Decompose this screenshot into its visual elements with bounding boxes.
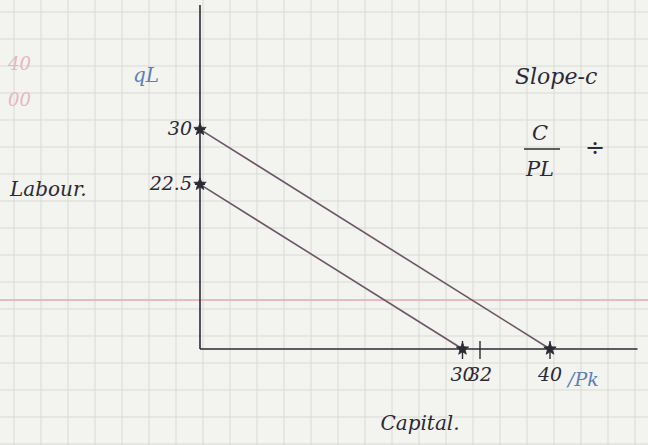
paper-line bbox=[338, 0, 339, 445]
fraction-bar bbox=[524, 148, 560, 149]
annotation: ÷ bbox=[585, 134, 605, 162]
y-axis-title: Labour. bbox=[9, 177, 87, 201]
annotation: /Pk bbox=[566, 368, 599, 390]
annotation: 40 bbox=[7, 53, 31, 74]
paper-line bbox=[500, 0, 501, 445]
paper-line bbox=[257, 0, 258, 445]
paper-line bbox=[95, 0, 96, 445]
paper-line bbox=[41, 0, 42, 445]
paper-line bbox=[635, 0, 636, 445]
series-group bbox=[194, 123, 556, 354]
paper-margin-line bbox=[0, 299, 648, 301]
annotation: Slope-c bbox=[515, 64, 597, 89]
x-tick-label: 32 bbox=[468, 363, 492, 385]
paper-line bbox=[608, 0, 609, 445]
paper bbox=[0, 0, 648, 445]
paper-line bbox=[419, 0, 420, 445]
paper-line bbox=[203, 0, 204, 445]
paper-line bbox=[0, 444, 648, 445]
paper-line bbox=[176, 0, 177, 445]
y-tick-label: 30 bbox=[168, 117, 192, 139]
paper-line bbox=[284, 0, 285, 445]
annotation: 00 bbox=[8, 89, 31, 110]
paper-line bbox=[311, 0, 312, 445]
paper-line bbox=[122, 0, 123, 445]
paper-line bbox=[0, 12, 648, 13]
paper-line bbox=[365, 0, 366, 445]
paper-line bbox=[0, 390, 648, 391]
isocost-line bbox=[200, 184, 463, 349]
paper-line bbox=[0, 309, 648, 310]
paper-line bbox=[68, 0, 69, 445]
annotation: qL bbox=[133, 63, 159, 87]
y-tick-label: 22.5 bbox=[149, 172, 192, 194]
paper-line bbox=[230, 0, 231, 445]
x-tick-label: 40 bbox=[537, 363, 562, 385]
paper-line bbox=[0, 228, 648, 229]
star-marker bbox=[194, 123, 206, 135]
graph-paper bbox=[0, 0, 648, 445]
annotation: C bbox=[532, 121, 548, 145]
paper-line bbox=[0, 120, 648, 121]
paper-line bbox=[392, 0, 393, 445]
x-axis bbox=[200, 348, 638, 350]
paper-line bbox=[0, 417, 648, 418]
isocost-line bbox=[200, 129, 550, 349]
x-axis-title: Capital. bbox=[380, 411, 459, 435]
chart: 30324022.530Labour.Capital.qLSlope-cCPL÷… bbox=[0, 0, 648, 445]
paper-line bbox=[0, 201, 648, 202]
paper-line bbox=[0, 147, 648, 148]
paper-line bbox=[0, 93, 648, 94]
star-marker bbox=[194, 178, 206, 190]
star-marker bbox=[544, 343, 556, 355]
annotation: PL bbox=[525, 157, 554, 181]
paper-line bbox=[446, 0, 447, 445]
paper-line bbox=[0, 282, 648, 283]
paper-line bbox=[0, 39, 648, 40]
paper-line bbox=[0, 336, 648, 337]
paper-line bbox=[0, 255, 648, 256]
x-tick bbox=[479, 341, 480, 359]
star-marker bbox=[456, 343, 468, 355]
